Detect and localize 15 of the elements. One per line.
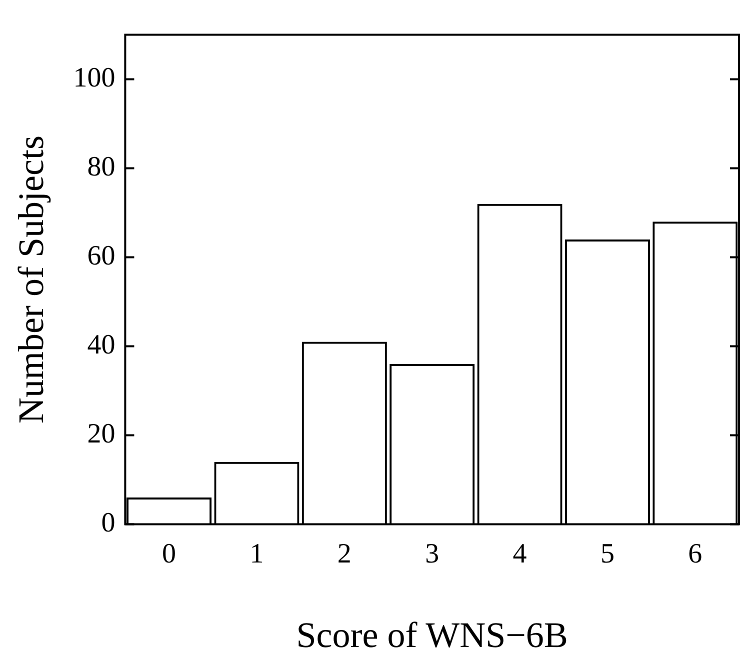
x-tick-label: 4: [512, 538, 527, 570]
x-axis-title: Score of WNS−6B: [296, 614, 568, 655]
x-tick-label: 5: [600, 538, 614, 570]
y-tick-label: 60: [87, 240, 116, 272]
x-tick-label: 2: [337, 538, 352, 570]
x-tick-label: 6: [688, 538, 702, 570]
y-tick-label: 0: [101, 508, 116, 539]
y-tick-label: 80: [87, 152, 116, 183]
x-tick-label: 0: [162, 538, 176, 570]
x-tick-label: 3: [425, 538, 440, 570]
y-tick-label: 40: [87, 330, 116, 361]
y-tick-label: 20: [87, 418, 116, 450]
y-axis-title: Number of Subjects: [11, 136, 52, 424]
x-tick-label: 1: [250, 538, 264, 570]
y-tick-label: 100: [73, 62, 116, 94]
